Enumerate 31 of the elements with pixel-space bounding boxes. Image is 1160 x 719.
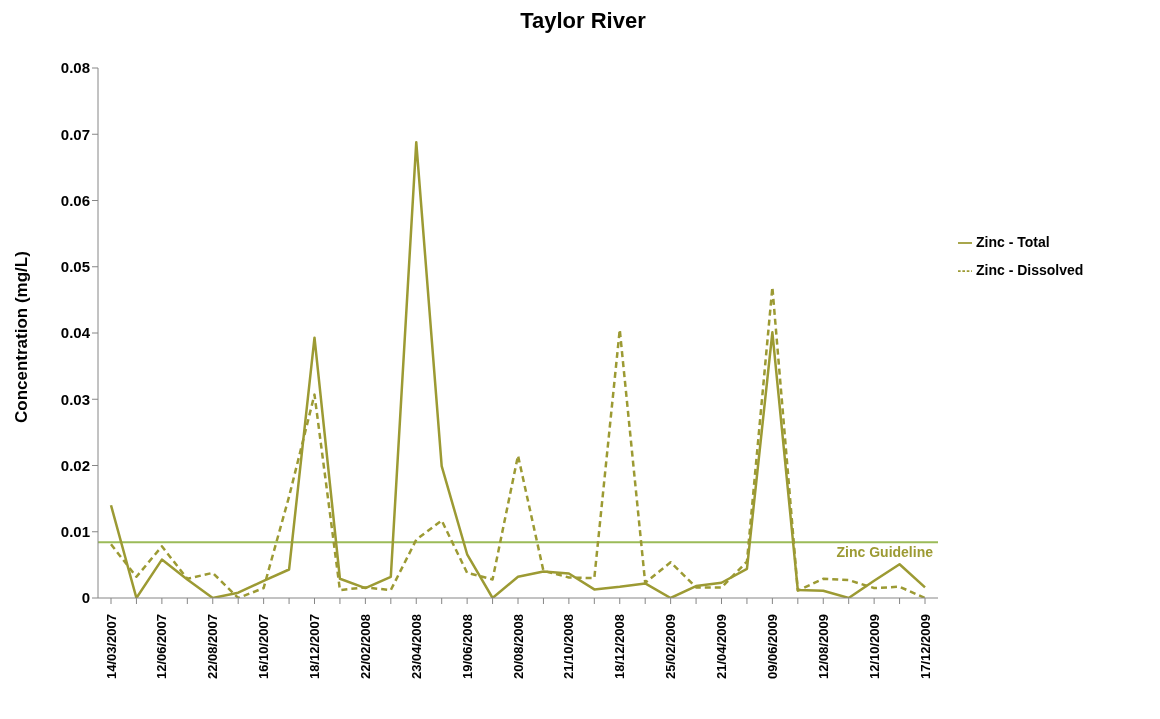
ref-line-label: Zinc Guideline xyxy=(836,544,934,561)
y-tick-label: 0.06 xyxy=(60,191,90,209)
x-tick-label: 20/08/2008 xyxy=(510,614,526,680)
y-tick-label: 0.01 xyxy=(60,523,90,541)
y-tick-label: 0.08 xyxy=(60,59,90,77)
x-tick-label: 12/10/2009 xyxy=(866,614,882,680)
y-tick-label: 0.04 xyxy=(60,324,91,342)
legend-label: Zinc - Dissolved xyxy=(976,262,1084,278)
y-tick-label: 0.07 xyxy=(60,125,90,143)
y-tick-label: 0.02 xyxy=(60,456,90,474)
x-tick-label: 22/02/2008 xyxy=(357,614,373,680)
x-tick-label: 14/03/2007 xyxy=(103,614,119,680)
legend-label: Zinc - Total xyxy=(976,234,1050,250)
y-tick-label: 0.03 xyxy=(60,390,90,408)
y-tick-label: 0 xyxy=(81,589,90,607)
x-tick-label: 12/08/2009 xyxy=(815,614,831,680)
x-tick-label: 19/06/2008 xyxy=(459,614,475,680)
x-tick-label: 09/06/2009 xyxy=(764,614,780,680)
y-axis-title: Concentration (mg/L) xyxy=(12,251,32,423)
y-tick-label: 0.05 xyxy=(60,258,90,276)
x-tick-label: 21/10/2008 xyxy=(561,614,577,680)
x-tick-label: 17/12/2009 xyxy=(917,614,933,680)
x-tick-label: 25/02/2009 xyxy=(663,614,679,680)
x-tick-label: 22/08/2007 xyxy=(205,614,221,680)
x-tick-label: 18/12/2007 xyxy=(307,614,322,680)
x-tick-label: 21/04/2009 xyxy=(714,614,729,680)
x-tick-label: 23/04/2008 xyxy=(408,614,424,680)
x-tick-label: 16/10/2007 xyxy=(256,614,272,680)
chart-title: Taylor River xyxy=(519,8,647,35)
x-tick-label: 18/12/2008 xyxy=(612,614,628,680)
x-tick-label: 12/06/2007 xyxy=(154,614,170,680)
